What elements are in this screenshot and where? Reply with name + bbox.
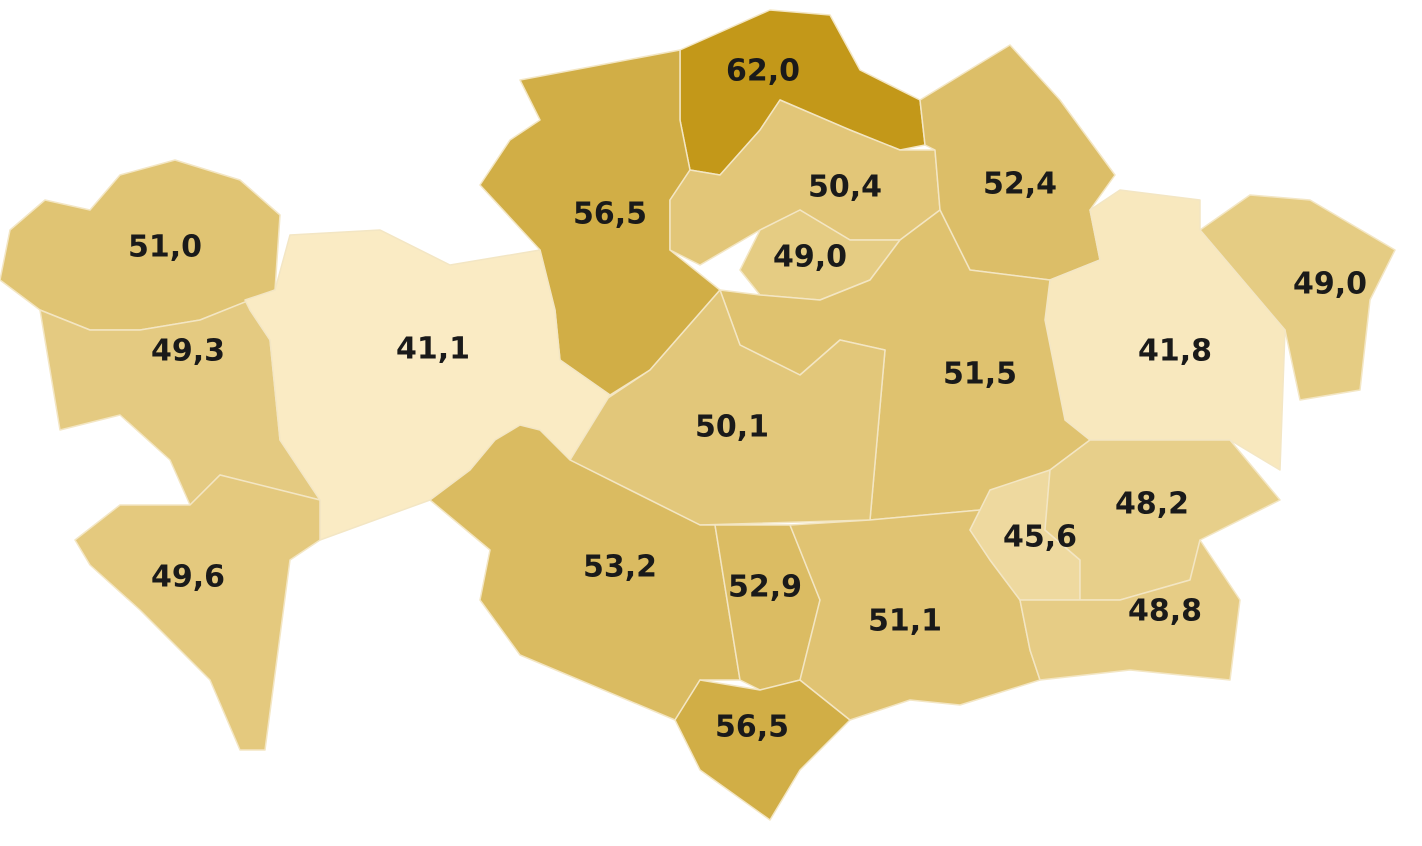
region-value-label: 51,5 xyxy=(943,357,1017,392)
region-value-label: 48,2 xyxy=(1115,487,1189,522)
region-value-label: 50,4 xyxy=(808,170,882,205)
region-value-label: 45,6 xyxy=(1003,520,1077,555)
region-value-label: 51,0 xyxy=(128,230,202,265)
region-value-label: 49,3 xyxy=(151,334,225,369)
region xyxy=(1199,194,1396,401)
region-value-label: 49,6 xyxy=(151,560,225,595)
region-value-label: 62,0 xyxy=(726,54,800,89)
region xyxy=(1019,539,1241,681)
region-value-label: 56,5 xyxy=(715,710,789,745)
region-value-label: 41,1 xyxy=(396,332,470,367)
region-value-label: 56,5 xyxy=(573,197,647,232)
region-value-label: 49,0 xyxy=(773,240,847,275)
region-value-label: 48,8 xyxy=(1128,594,1202,629)
region-value-label: 51,1 xyxy=(868,604,942,639)
region-value-label: 50,1 xyxy=(695,410,769,445)
region-value-label: 52,4 xyxy=(983,167,1057,202)
region xyxy=(74,474,321,751)
region xyxy=(674,679,851,821)
region-value-label: 52,9 xyxy=(728,570,802,605)
region-value-label: 53,2 xyxy=(583,550,657,585)
region-value-label: 41,8 xyxy=(1138,334,1212,369)
region-value-label: 49,0 xyxy=(1293,267,1367,302)
